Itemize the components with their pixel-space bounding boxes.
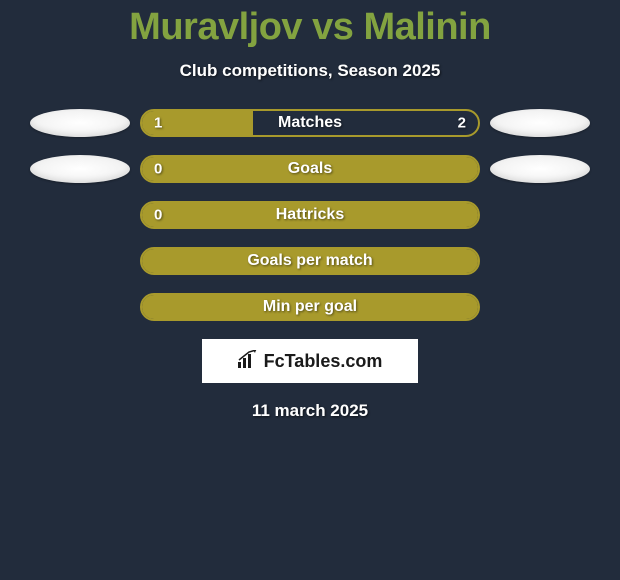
stat-label: Min per goal [142,298,478,316]
team-badge-right [490,109,590,137]
stat-row-goals: 0 Goals [0,155,620,183]
stat-bar-goals: 0 Goals [140,155,480,183]
stat-label: Goals [142,160,478,178]
stat-bar-hattricks: 0 Hattricks [140,201,480,229]
stat-right-value: 2 [458,115,466,132]
stat-bar-min-per-goal: Min per goal [140,293,480,321]
team-badge-right [490,155,590,183]
stat-bar-matches: 1 Matches 2 [140,109,480,137]
stat-row-matches: 1 Matches 2 [0,109,620,137]
stat-row-goals-per-match: Goals per match [0,247,620,275]
logo-text: FcTables.com [264,351,383,372]
team-badge-left [30,155,130,183]
branding-logo[interactable]: FcTables.com [202,339,418,383]
chart-icon [238,350,260,373]
stat-label: Matches [142,114,478,132]
stat-label: Hattricks [142,206,478,224]
date-label: 11 march 2025 [0,401,620,421]
team-badge-left [30,109,130,137]
stats-container: 1 Matches 2 0 Goals 0 Hattricks [0,109,620,321]
page-title: Muravljov vs Malinin [0,0,620,49]
stat-label: Goals per match [142,252,478,270]
stat-bar-goals-per-match: Goals per match [140,247,480,275]
subtitle: Club competitions, Season 2025 [0,61,620,81]
stat-row-min-per-goal: Min per goal [0,293,620,321]
stat-row-hattricks: 0 Hattricks [0,201,620,229]
